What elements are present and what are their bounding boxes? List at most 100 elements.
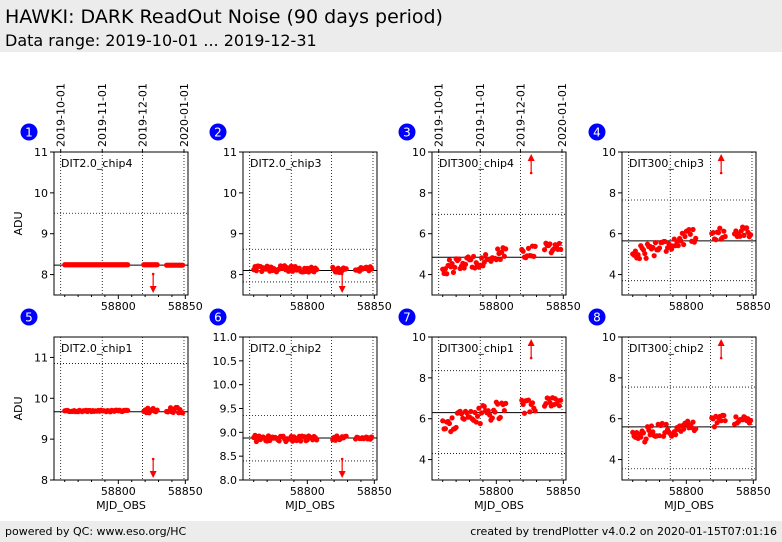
data-point xyxy=(450,269,457,275)
date-tick-label: 2019-10-01 xyxy=(55,83,68,147)
x-tick-label: 58850 xyxy=(736,485,771,498)
data-point xyxy=(289,268,296,274)
data-point xyxy=(473,419,479,425)
data-point xyxy=(659,420,665,427)
axes-frame xyxy=(53,151,189,296)
data-point xyxy=(744,225,750,231)
y-tick-label: 8 xyxy=(609,187,616,200)
data-point xyxy=(638,434,644,440)
panel-number: 2 xyxy=(214,126,222,140)
data-point xyxy=(721,412,727,419)
data-point xyxy=(531,253,537,259)
data-point xyxy=(545,395,552,402)
data-point xyxy=(710,230,716,236)
data-point xyxy=(640,430,647,436)
data-point xyxy=(721,228,727,234)
axes-frame xyxy=(431,336,567,481)
data-point xyxy=(492,409,498,415)
panel-number-badge xyxy=(209,123,227,141)
axes-frame xyxy=(621,336,757,481)
chart-panel-6: 8.0 8.5 9.0 9.5 10.0 10.5 11.0 58800 58850 DIT2.0… xyxy=(209,308,392,512)
data-point xyxy=(690,419,696,425)
panel-number: 1 xyxy=(25,126,33,140)
data-point xyxy=(741,232,747,238)
y-axis-label: ADU xyxy=(12,396,25,420)
data-point xyxy=(180,262,186,268)
data-point xyxy=(678,238,684,244)
data-point xyxy=(154,262,160,268)
data-point xyxy=(652,240,659,246)
date-tick-label: 2019-11-01 xyxy=(96,83,109,147)
panel-number-badge xyxy=(20,308,38,326)
data-point xyxy=(125,407,131,414)
data-point xyxy=(685,418,691,424)
y-tick-label: 6 xyxy=(609,228,616,241)
panel-number: 4 xyxy=(593,126,601,140)
data-point xyxy=(682,233,688,240)
data-point xyxy=(520,248,526,254)
report-footer: powered by QC: www.eso.org/HC created by… xyxy=(0,521,782,542)
data-point xyxy=(458,411,465,417)
data-point xyxy=(501,253,507,259)
page-subtitle: Data range: 2019-10-01 ... 2019-12-31 xyxy=(5,31,317,50)
data-point xyxy=(648,423,655,429)
data-point xyxy=(722,233,728,240)
chart-panel-2: 8 9 10 11 58800 58850 DIT2.0_chip3 2 xyxy=(209,123,392,313)
x-tick-label: 58800 xyxy=(101,300,136,313)
arrow-tail xyxy=(529,356,533,360)
data-point xyxy=(643,436,649,442)
y-tick-label: 4 xyxy=(609,269,616,282)
x-axis-label: MJD_OBS xyxy=(96,499,146,512)
chart-panel-3: 4 6 8 10 58800 58850 2019-10-01 2019-11-01 2019-… xyxy=(398,83,581,313)
data-point xyxy=(521,410,528,416)
axes-frame xyxy=(431,151,567,296)
date-tick-label: 2020-01-01 xyxy=(556,83,569,147)
x-tick-label: 58850 xyxy=(736,300,771,313)
data-point xyxy=(737,233,743,239)
y-tick-label: 11 xyxy=(223,146,237,159)
data-point xyxy=(541,247,548,253)
data-point xyxy=(474,413,481,419)
data-point xyxy=(532,243,538,250)
data-point xyxy=(461,416,467,422)
data-point xyxy=(558,397,564,403)
data-point xyxy=(499,249,505,255)
x-tick-label: 58800 xyxy=(479,300,514,313)
data-point xyxy=(440,418,446,424)
y-tick-label: 8 xyxy=(609,372,616,385)
data-point xyxy=(556,240,562,247)
footer-powered-by[interactable]: powered by QC: www.eso.org/HC xyxy=(5,525,187,538)
data-point xyxy=(527,409,533,415)
data-point xyxy=(525,397,532,403)
chart-panel-5: 8 9 10 11 58800 58850 DIT2.0_chip1 ADU MJD_OBS 5 xyxy=(12,308,203,512)
panel-label: DIT2.0_chip2 xyxy=(250,342,321,355)
data-point xyxy=(681,241,687,248)
x-tick-label: 58850 xyxy=(168,485,203,498)
arrow-head xyxy=(338,286,346,293)
y-tick-label: 4 xyxy=(419,454,426,467)
data-point xyxy=(314,266,320,273)
arrow-tail xyxy=(151,457,155,461)
data-point xyxy=(520,401,526,408)
date-tick-label: 2019-12-01 xyxy=(514,83,527,147)
arrow-head xyxy=(527,339,535,346)
data-point xyxy=(180,410,186,416)
y-tick-label: 8 xyxy=(230,269,237,282)
y-tick-label: 6 xyxy=(609,413,616,426)
y-tick-label: 9.0 xyxy=(220,426,238,439)
data-point xyxy=(547,241,553,247)
y-tick-label: 10 xyxy=(34,187,48,200)
data-point xyxy=(369,266,375,272)
data-point xyxy=(686,226,692,233)
data-point xyxy=(477,421,483,427)
data-point xyxy=(369,434,375,440)
y-tick-label: 9 xyxy=(41,228,48,241)
data-point xyxy=(495,246,501,252)
data-point xyxy=(468,408,474,415)
date-tick-label: 2019-11-01 xyxy=(474,83,487,147)
data-point xyxy=(503,246,509,252)
data-point xyxy=(722,418,728,424)
panel-number-badge xyxy=(588,308,606,326)
